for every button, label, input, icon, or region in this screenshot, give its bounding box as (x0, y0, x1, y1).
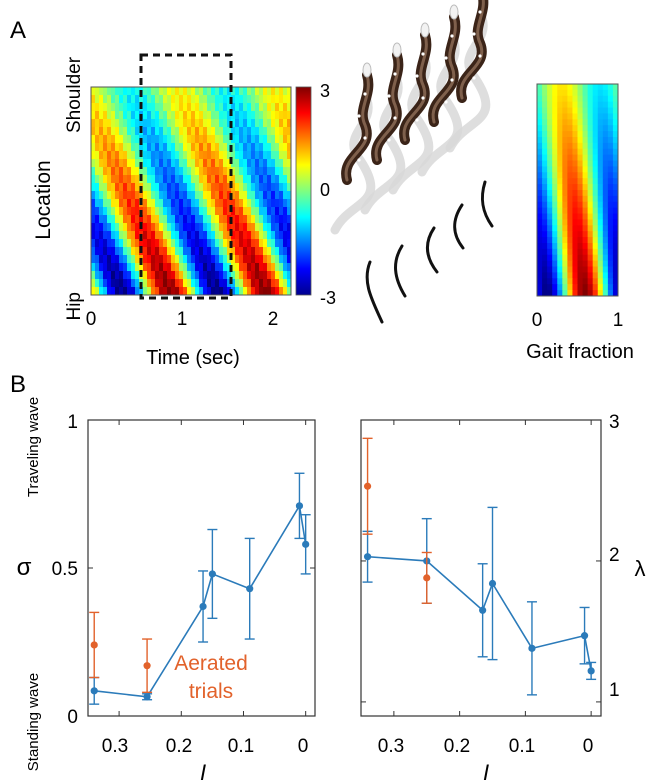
snake-icon (330, 0, 491, 235)
data-point (246, 585, 254, 593)
y-tick-label: 1 (609, 680, 620, 701)
data-point (528, 644, 536, 652)
data-point (479, 606, 487, 614)
panel-label-b: B (10, 371, 26, 398)
x-tick-label: 0 (86, 309, 97, 330)
x-tick-label: 0 (532, 310, 543, 331)
colorbar-tick-min: -3 (320, 288, 336, 308)
x-tick-label: 2 (268, 309, 279, 330)
y-tick-label: 2 (609, 545, 620, 566)
series-line (367, 555, 592, 672)
panel-label-a: A (10, 17, 26, 44)
x-label-time: Time (sec) (146, 347, 240, 369)
y-label-location: Location (32, 160, 55, 239)
colorbar-tick-zero: 0 (320, 180, 330, 200)
y-tick-label: 1 (67, 412, 78, 433)
x-ticks-left: 0.3 0.2 0.1 0 (102, 736, 309, 757)
y-label-lambda: λ (635, 556, 646, 581)
series-blue (89, 472, 311, 705)
annotation-aerated-line1: Aerated (174, 652, 248, 675)
annotation-traveling-wave: Traveling wave (25, 397, 42, 497)
data-point (363, 553, 372, 561)
plot-lambda (360, 419, 602, 717)
x-tick-label: 0.2 (166, 736, 192, 757)
wave-icon (365, 180, 494, 324)
heatmap-time (90, 86, 292, 296)
data-point (302, 540, 310, 548)
x-tick-label: 0.3 (378, 736, 404, 757)
y-tick-label: 0.5 (52, 559, 78, 580)
x-tick-label: 0 (298, 736, 309, 757)
data-point (423, 574, 431, 582)
data-point (587, 667, 595, 675)
x-tick-label: 0.1 (509, 736, 535, 757)
x-label-I-left: I (200, 760, 206, 783)
annotation-standing-wave: Standing wave (25, 673, 42, 771)
x-tick-label: 1 (177, 309, 188, 330)
y-tick-label: 0 (67, 707, 78, 728)
x-label-gait-fraction: Gait fraction (526, 341, 634, 363)
data-point (580, 632, 589, 640)
highlight-window-box (139, 53, 233, 300)
x-tick-label: 0.3 (102, 736, 128, 757)
y-label-shoulder: Shoulder (64, 56, 85, 133)
heatmap-gait (536, 83, 619, 297)
data-point (363, 482, 372, 490)
y-label-sigma: σ (17, 554, 32, 581)
x-label-I-right: I (483, 760, 489, 783)
x-tick-label: 0.1 (228, 736, 254, 757)
x-tick-label: 1 (613, 310, 624, 331)
data-point (143, 693, 151, 701)
x-tick-label: 0 (583, 736, 594, 757)
series-blue (362, 506, 597, 696)
data-point (488, 579, 497, 588)
annotation-aerated-line2: trials (189, 680, 233, 703)
x-tick-label: 0.2 (444, 736, 470, 757)
data-point (90, 641, 98, 649)
y-label-hip: Hip (64, 292, 85, 321)
data-point (143, 662, 151, 670)
x-ticks-right: 0.3 0.2 0.1 0 (378, 736, 594, 757)
data-point (90, 687, 98, 695)
colorbar-tick-max: 3 (320, 81, 330, 101)
data-point (208, 570, 216, 578)
series-orange (362, 437, 432, 604)
heatmap-x-ticks: 0 1 2 (86, 309, 279, 330)
colorbar: 3 0 -3 (295, 81, 336, 308)
plot-sigma (87, 419, 316, 717)
data-point (199, 602, 207, 611)
y-tick-label: 3 (609, 412, 620, 433)
data-point (295, 502, 304, 510)
series-orange (89, 611, 153, 694)
